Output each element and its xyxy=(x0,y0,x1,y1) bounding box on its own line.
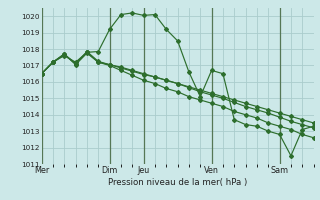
X-axis label: Pression niveau de la mer( hPa ): Pression niveau de la mer( hPa ) xyxy=(108,178,247,187)
